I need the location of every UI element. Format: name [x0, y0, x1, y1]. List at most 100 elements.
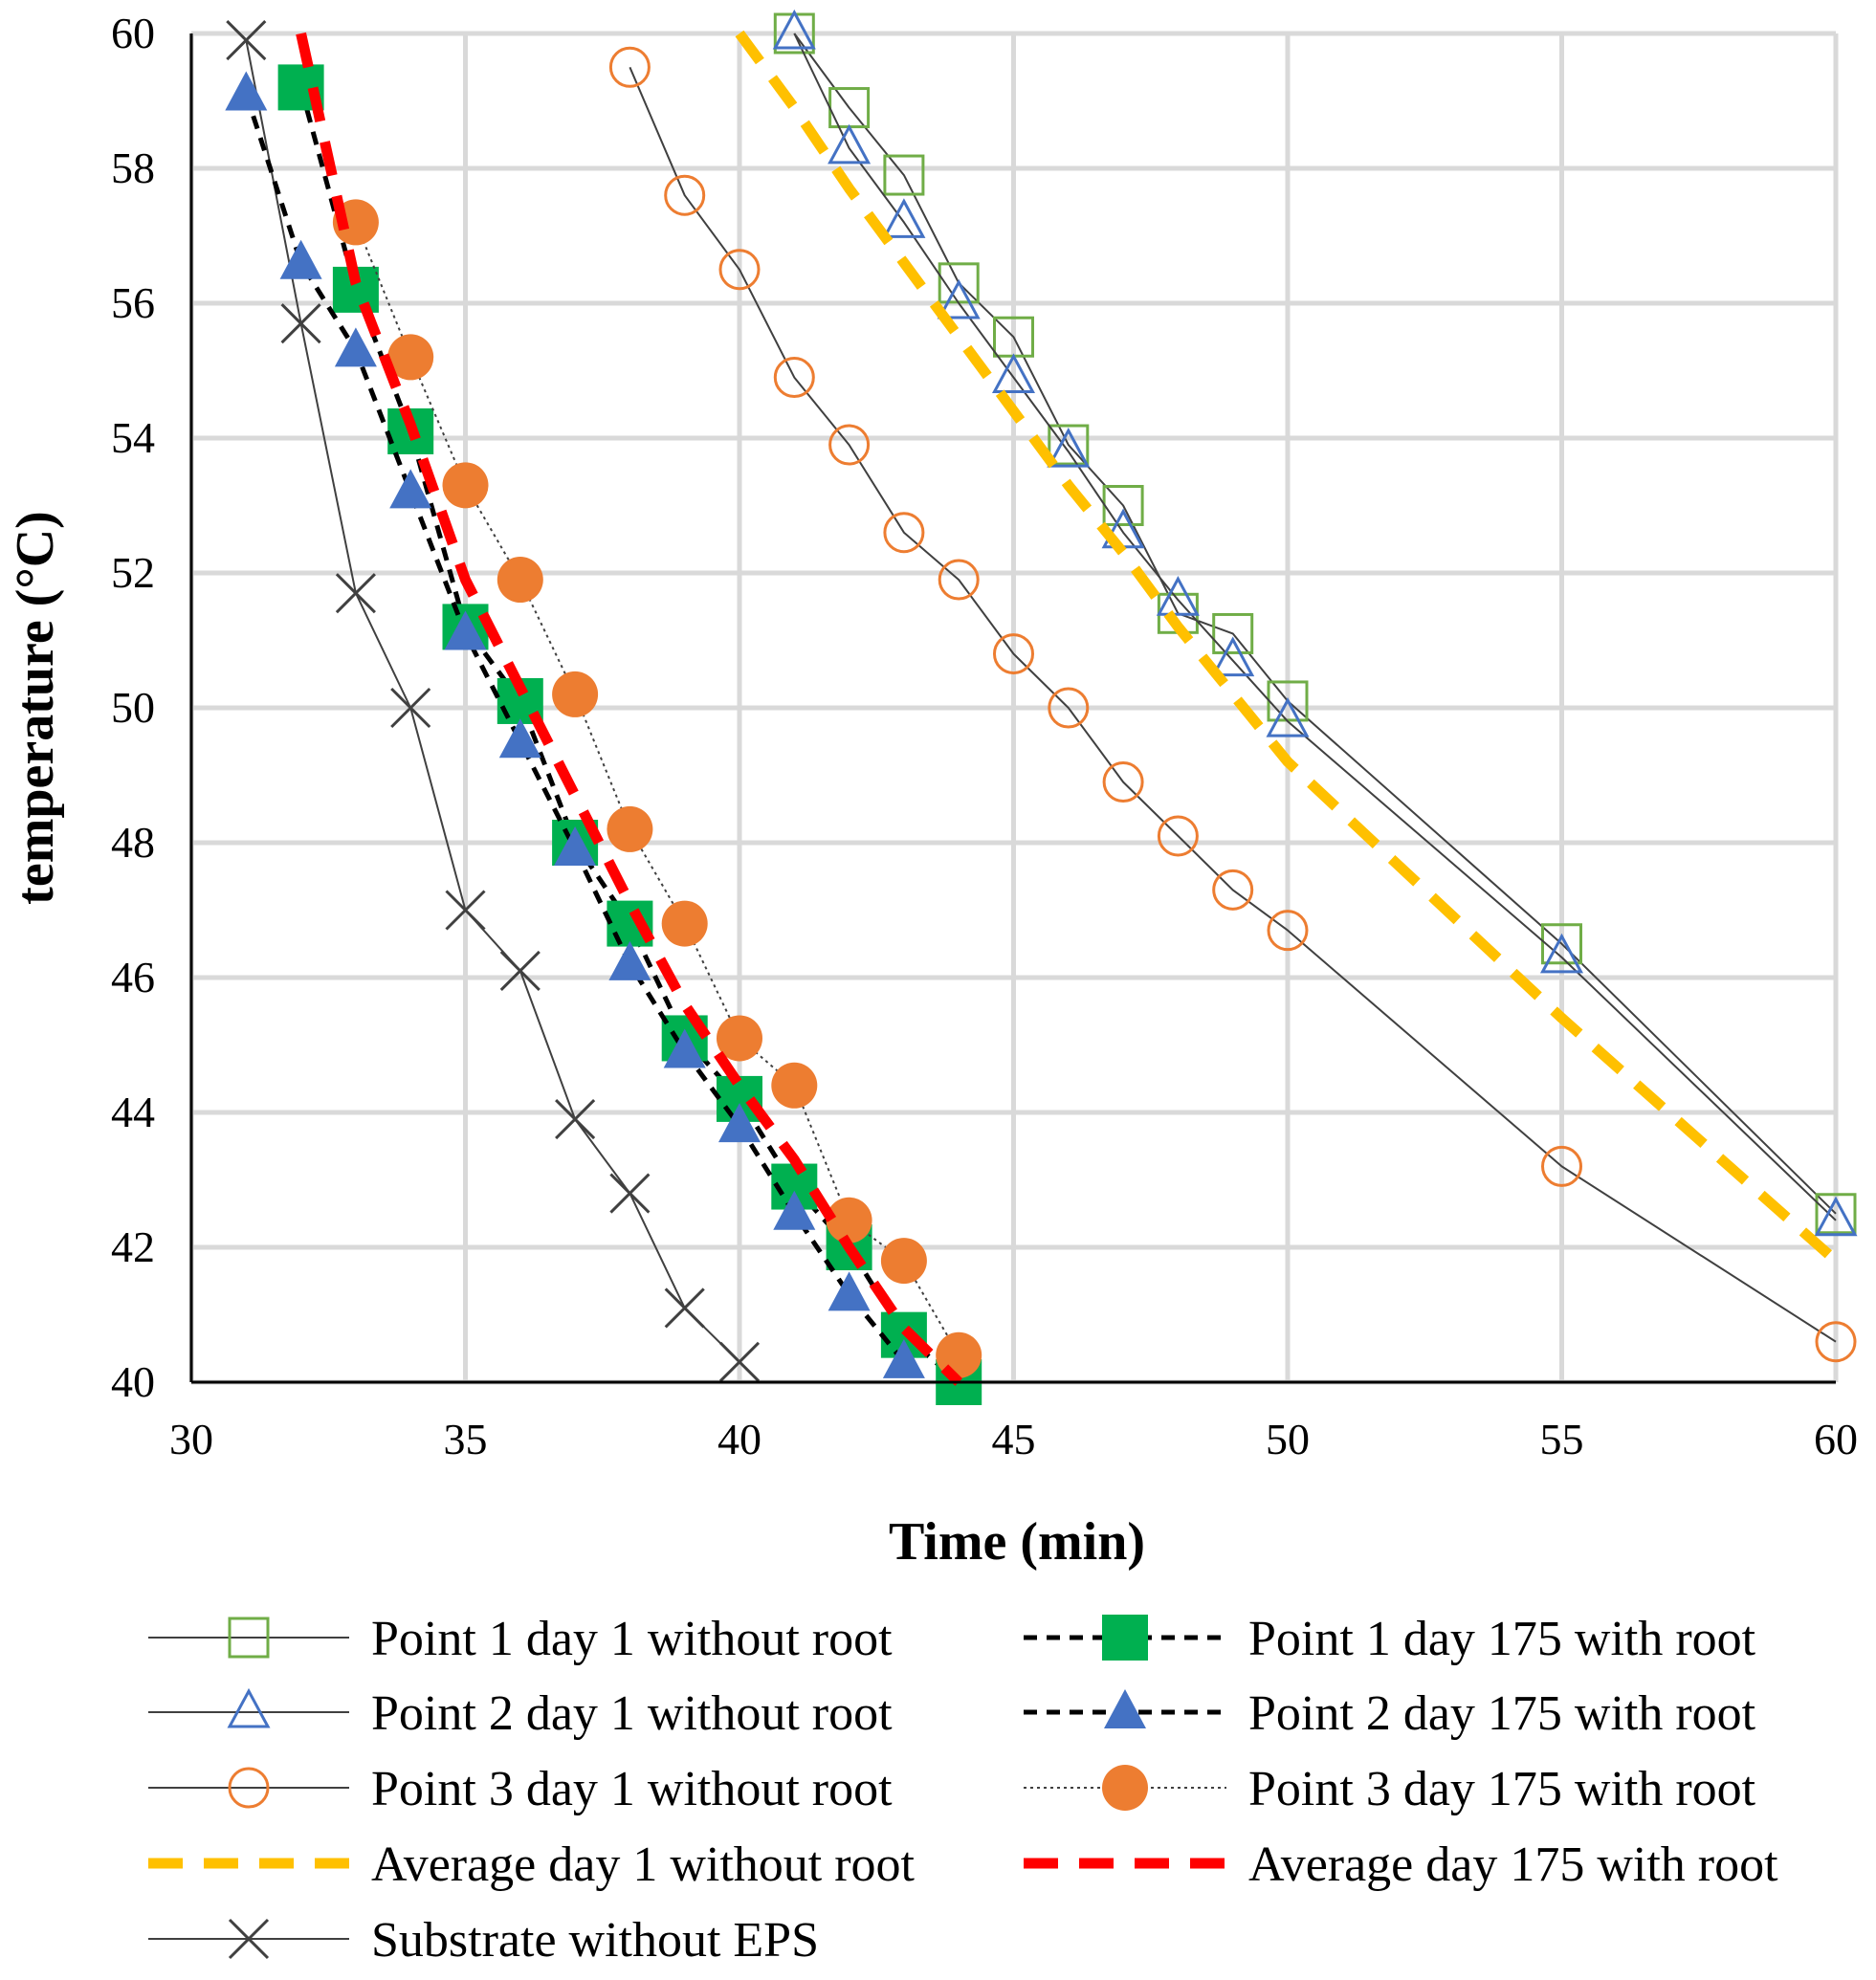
legend-label: Average day 175 with root — [1248, 1837, 1778, 1892]
data-point — [390, 687, 431, 729]
y-tick-label: 46 — [111, 953, 155, 1001]
data-point — [773, 1190, 816, 1230]
data-point — [1048, 424, 1090, 466]
data-point — [1267, 910, 1309, 952]
data-point — [828, 424, 871, 466]
data-point — [1212, 869, 1254, 911]
series-line — [245, 39, 740, 1363]
y-tick-label: 44 — [111, 1088, 155, 1136]
data-point — [609, 1173, 651, 1214]
data-point — [1541, 1145, 1582, 1187]
data-point — [828, 123, 872, 165]
data-point — [938, 559, 980, 601]
data-point — [882, 198, 926, 238]
data-point — [882, 1338, 925, 1378]
axes: 30 35 40 45 50 55 60 40 42 44 46 48 50 52 54 56 58 60 — [111, 9, 1858, 1463]
series-line — [793, 33, 1837, 1221]
y-tick-label: 54 — [111, 413, 155, 462]
legend-marker — [1102, 1765, 1148, 1811]
data-point — [1156, 576, 1200, 616]
x-tick-label: 30 — [169, 1415, 213, 1463]
legend-marker — [228, 1767, 270, 1809]
legend-marker — [1104, 1689, 1146, 1728]
x-tick-label: 45 — [992, 1415, 1036, 1463]
data-point — [497, 557, 543, 604]
legend-label: Point 1 day 1 without root — [371, 1612, 893, 1666]
data-point — [661, 900, 708, 947]
data-point — [554, 826, 597, 867]
data-point — [1047, 427, 1091, 468]
data-point — [1815, 1193, 1857, 1235]
y-axis-title: temperature (°C) — [6, 511, 65, 905]
data-point — [1048, 687, 1090, 729]
data-point — [226, 19, 267, 61]
y-tick-label: 42 — [111, 1222, 155, 1271]
legend-label: Point 1 day 175 with root — [1248, 1612, 1756, 1666]
legend-marker — [228, 1918, 270, 1960]
data-point — [718, 249, 761, 291]
data-point — [1157, 815, 1199, 857]
legend-marker — [228, 1617, 270, 1659]
data-point — [826, 1197, 872, 1243]
legend-label: Substrate without EPS — [371, 1913, 819, 1968]
data-point — [607, 805, 653, 852]
data-point — [225, 71, 268, 111]
y-tick-label: 40 — [111, 1357, 155, 1406]
data-point — [1541, 923, 1582, 965]
data-point — [1266, 696, 1310, 737]
x-tick-label: 60 — [1814, 1415, 1858, 1463]
data-point — [718, 1341, 761, 1382]
legend-item: Substrate without EPS — [148, 1913, 819, 1968]
series-4 — [735, 30, 1840, 1265]
x-tick-label: 40 — [717, 1415, 761, 1463]
legend-label: Point 2 day 1 without root — [371, 1686, 893, 1741]
y-tick-label: 50 — [111, 683, 155, 732]
data-point — [442, 462, 489, 509]
data-point — [280, 303, 321, 344]
legend-marker — [227, 1687, 271, 1728]
data-point — [555, 1098, 596, 1140]
y-tick-label: 52 — [111, 548, 155, 597]
data-point — [279, 239, 322, 279]
data-point — [389, 469, 432, 509]
series-group — [225, 9, 1858, 1405]
legend-item: Point 1 day 1 without root — [148, 1612, 893, 1666]
series-line — [354, 222, 960, 1356]
x-tick-label: 35 — [444, 1415, 488, 1463]
data-point — [552, 671, 599, 717]
data-point — [444, 610, 487, 650]
data-point — [771, 1062, 818, 1109]
y-tick-label: 58 — [111, 143, 155, 192]
y-tick-label: 48 — [111, 818, 155, 867]
legend-label: Point 3 day 1 without root — [371, 1762, 893, 1816]
series-1 — [773, 12, 1857, 1235]
legend-label: Average day 1 without root — [371, 1837, 916, 1892]
data-point — [445, 890, 486, 931]
series-line — [793, 33, 1837, 1215]
data-point — [1212, 612, 1254, 654]
data-point — [937, 278, 981, 319]
legend-item: Average day 1 without root — [148, 1837, 916, 1892]
data-point — [335, 573, 376, 614]
series-9 — [296, 32, 963, 1386]
data-point — [1814, 1196, 1858, 1237]
y-tick-label: 56 — [111, 278, 155, 327]
series-8 — [332, 199, 982, 1378]
grid — [188, 31, 1839, 1385]
legend: Point 1 day 1 without root Point 2 day 1 … — [148, 1612, 1778, 1968]
series-line — [629, 66, 1837, 1343]
data-point — [1102, 761, 1144, 803]
x-tick-label: 50 — [1266, 1415, 1310, 1463]
data-point — [1539, 933, 1584, 974]
data-point — [608, 940, 651, 980]
data-point — [880, 1238, 927, 1285]
series-2 — [772, 9, 1858, 1237]
legend-item: Average day 175 with root — [1024, 1837, 1778, 1892]
data-point — [334, 327, 377, 367]
data-point — [1815, 1321, 1857, 1363]
series-6 — [277, 64, 982, 1405]
series-3 — [608, 46, 1857, 1363]
legend-marker — [1102, 1615, 1148, 1661]
